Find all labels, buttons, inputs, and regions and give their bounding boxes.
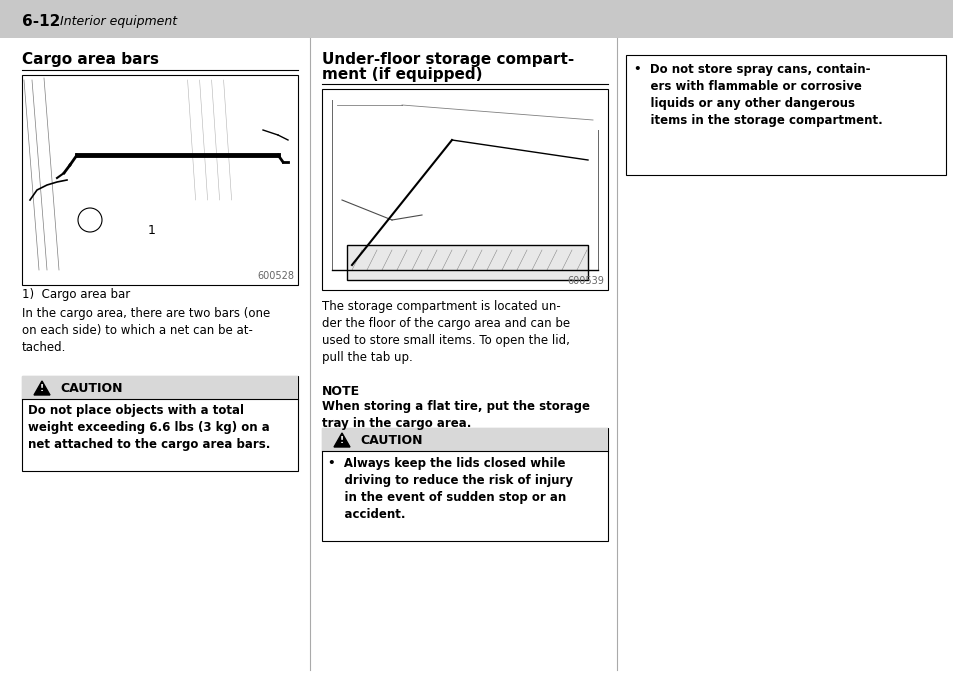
Text: 600528: 600528 — [256, 271, 294, 281]
Text: The storage compartment is located un-
der the floor of the cargo area and can b: The storage compartment is located un- d… — [322, 300, 570, 364]
Text: When storing a flat tire, put the storage
tray in the cargo area.: When storing a flat tire, put the storag… — [322, 400, 589, 430]
Text: Do not place objects with a total
weight exceeding 6.6 lbs (3 kg) on a
net attac: Do not place objects with a total weight… — [28, 404, 270, 451]
Text: 6-12: 6-12 — [22, 14, 60, 30]
Text: NOTE: NOTE — [322, 385, 359, 398]
Polygon shape — [34, 381, 50, 395]
Bar — [322, 428, 607, 541]
Text: !: ! — [339, 436, 344, 445]
Bar — [22, 376, 297, 399]
Bar — [22, 75, 297, 285]
Text: Under-floor storage compart-: Under-floor storage compart- — [322, 52, 574, 67]
Text: •  Always keep the lids closed while
    driving to reduce the risk of injury
  : • Always keep the lids closed while driv… — [328, 457, 573, 521]
Bar — [347, 245, 587, 280]
Text: •  Do not store spray cans, contain-
    ers with flammable or corrosive
    liq: • Do not store spray cans, contain- ers … — [634, 63, 882, 127]
Text: !: ! — [40, 384, 44, 393]
Polygon shape — [334, 433, 350, 447]
Bar — [322, 428, 607, 451]
Text: 600539: 600539 — [566, 276, 603, 286]
Bar — [0, 0, 953, 38]
Text: ment (if equipped): ment (if equipped) — [322, 67, 482, 82]
Text: Interior equipment: Interior equipment — [60, 16, 177, 28]
Text: 1)  Cargo area bar: 1) Cargo area bar — [22, 288, 131, 301]
Text: CAUTION: CAUTION — [60, 381, 122, 394]
Text: In the cargo area, there are two bars (one
on each side) to which a net can be a: In the cargo area, there are two bars (o… — [22, 307, 270, 354]
Text: 1: 1 — [148, 223, 155, 236]
Bar — [22, 376, 297, 471]
Text: CAUTION: CAUTION — [359, 433, 422, 446]
Bar — [22, 376, 297, 399]
Bar — [322, 89, 607, 290]
Bar — [625, 55, 945, 175]
Text: Cargo area bars: Cargo area bars — [22, 52, 159, 67]
